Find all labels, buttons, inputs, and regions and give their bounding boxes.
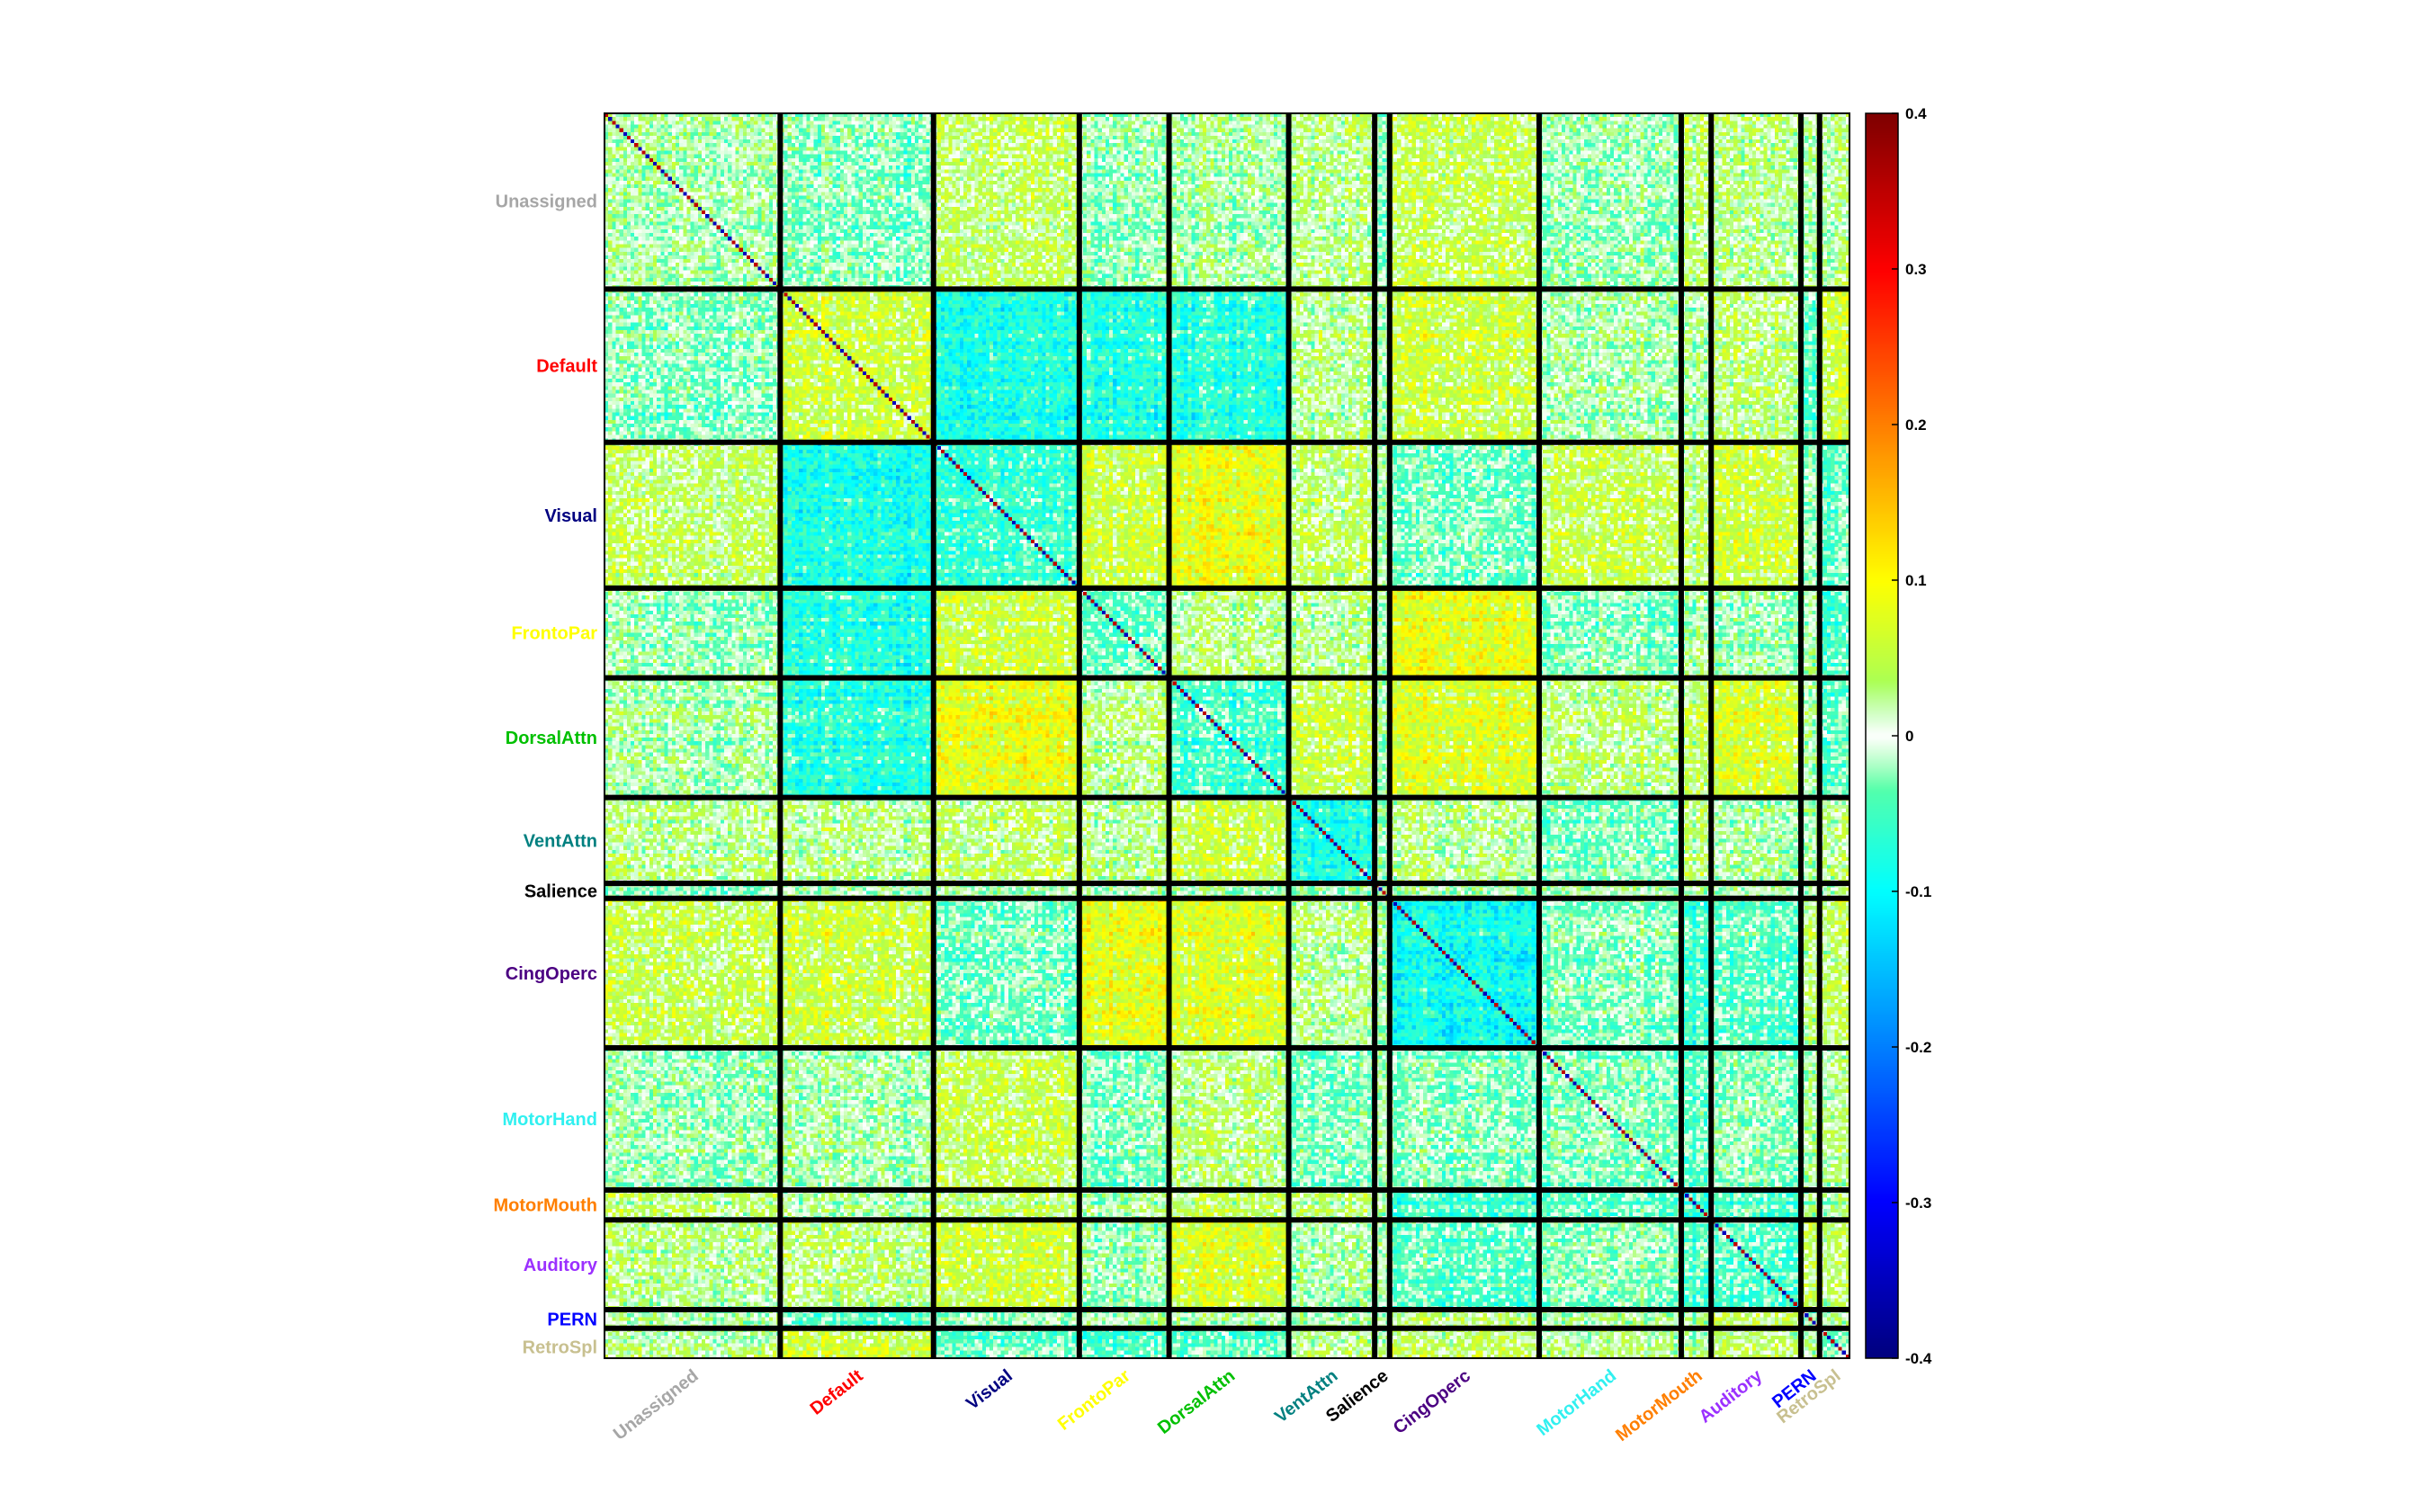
colorbar-tick-label: -0.4 bbox=[1905, 1350, 1932, 1367]
row-label-retrospl: RetroSpl bbox=[523, 1338, 597, 1357]
row-label-ventattn: VentAttn bbox=[524, 831, 597, 851]
colorbar-tick-label: -0.1 bbox=[1905, 883, 1931, 900]
colorbar-tick-label: -0.2 bbox=[1905, 1039, 1931, 1056]
row-label-default: Default bbox=[536, 357, 597, 377]
colorbar-ticks: -0.4 -0.3 -0.2 -0.1 0 0.1 0.2 0.3 0.4 bbox=[1892, 105, 1932, 1367]
colorbar-tick-label: 0.1 bbox=[1905, 572, 1927, 589]
heatmap-axes bbox=[604, 112, 1850, 1359]
row-label-salience: Salience bbox=[524, 881, 597, 901]
row-label-motormouth: MotorMouth bbox=[493, 1196, 597, 1216]
heatmap-image bbox=[605, 113, 1849, 1358]
colorbar: -0.4 -0.3 -0.2 -0.1 0 0.1 0.2 0.3 0.4 bbox=[1865, 105, 1932, 1367]
row-label-cingoperc: CingOperc bbox=[506, 964, 597, 984]
row-label-dorsalattn: DorsalAttn bbox=[506, 729, 597, 748]
row-label-auditory: Auditory bbox=[524, 1256, 598, 1275]
colorbar-tick-label: 0.2 bbox=[1905, 416, 1927, 434]
row-label-pern: PERN bbox=[547, 1310, 597, 1329]
row-label-frontopar: FrontoPar bbox=[511, 624, 597, 644]
heatmap-frame bbox=[604, 112, 1850, 1359]
colorbar-tick-label: 0 bbox=[1905, 728, 1913, 745]
colorbar-tick-label: 0.4 bbox=[1905, 105, 1927, 122]
colorbar-tick-label: 0.3 bbox=[1905, 261, 1927, 278]
network-dividers bbox=[605, 113, 1849, 1358]
row-label-unassigned: Unassigned bbox=[496, 192, 597, 212]
row-labels: Unassigned Default Visual FrontoPar DorsalAt… bbox=[493, 192, 597, 1358]
row-label-visual: Visual bbox=[544, 506, 597, 526]
row-label-motorhand: MotorHand bbox=[502, 1110, 597, 1130]
colorbar-tick-label: -0.3 bbox=[1905, 1194, 1931, 1212]
